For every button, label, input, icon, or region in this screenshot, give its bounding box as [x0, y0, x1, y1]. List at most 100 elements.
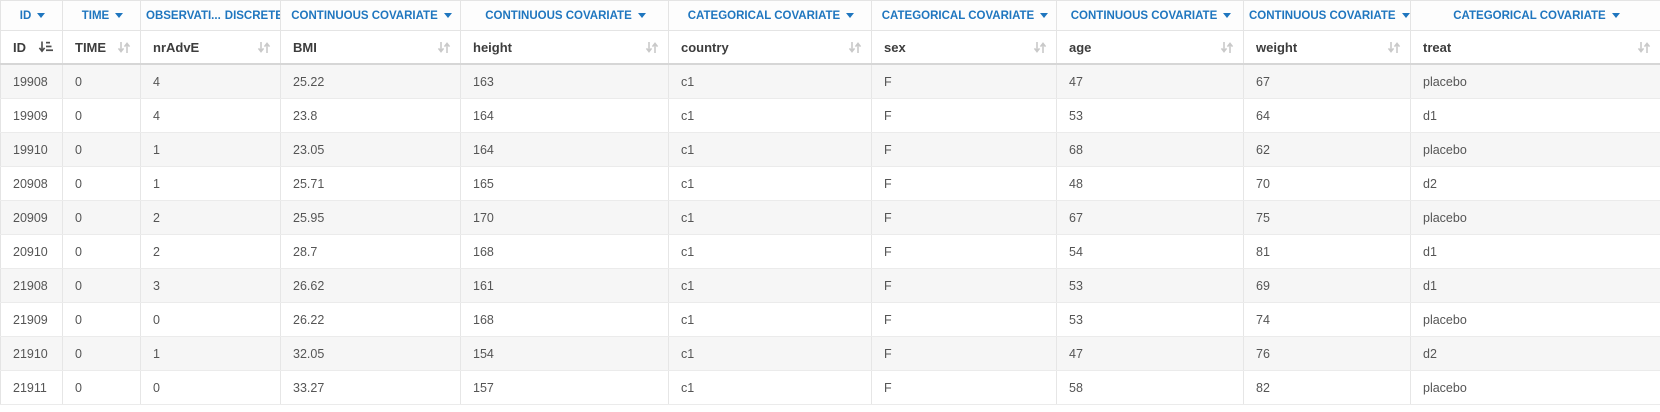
table-row: 19909 0 4 23.8 164 c1 F 53 64 d1	[0, 98, 1660, 133]
column-type-selector-height[interactable]: CONTINUOUS COVARIATE	[460, 0, 669, 31]
table-cell-height: 163	[460, 64, 669, 99]
table-cell-weight: 64	[1243, 98, 1411, 133]
table-cell-sex: F	[871, 370, 1057, 405]
table-cell-time: 0	[62, 370, 141, 405]
column-name-label: age	[1069, 39, 1092, 55]
table-cell-bmi: 25.95	[280, 200, 461, 235]
chevron-down-icon	[443, 12, 452, 18]
column-type-selector-bmi[interactable]: CONTINUOUS COVARIATE	[280, 0, 461, 31]
sort-arrows-icon[interactable]	[848, 41, 862, 54]
column-type-selector-nradve[interactable]: OBSERVATI... DISCRETE	[140, 0, 281, 31]
column-type-label: CATEGORICAL COVARIATE	[1453, 9, 1606, 22]
table-cell-time: 0	[62, 268, 141, 303]
sort-arrows-icon[interactable]	[257, 41, 271, 54]
column-name-label: country	[681, 39, 729, 55]
column-name-label: treat	[1423, 39, 1452, 55]
table-cell-country: c1	[668, 336, 872, 371]
table-cell-id: 19908	[0, 64, 63, 99]
table-cell-country: c1	[668, 200, 872, 235]
column-header-bmi[interactable]: BMI	[280, 30, 461, 65]
table-cell-age: 53	[1056, 98, 1244, 133]
sort-arrows-icon[interactable]	[1220, 41, 1234, 54]
column-header-time[interactable]: TIME	[62, 30, 141, 65]
table-cell-sex: F	[871, 64, 1057, 99]
column-header-id[interactable]: ID	[0, 30, 63, 65]
table-cell-height: 161	[460, 268, 669, 303]
table-cell-height: 164	[460, 132, 669, 167]
table-cell-nradve: 4	[140, 64, 281, 99]
column-type-selector-weight[interactable]: CONTINUOUS COVARIATE	[1243, 0, 1411, 31]
table-cell-id: 19910	[0, 132, 63, 167]
table-cell-id: 21909	[0, 302, 63, 337]
table-cell-nradve: 0	[140, 302, 281, 337]
table-cell-weight: 70	[1243, 166, 1411, 201]
table-cell-sex: F	[871, 336, 1057, 371]
sort-arrows-icon[interactable]	[1387, 41, 1401, 54]
table-cell-sex: F	[871, 166, 1057, 201]
sort-arrows-icon[interactable]	[437, 41, 451, 54]
table-row: 19910 0 1 23.05 164 c1 F 68 62 placebo	[0, 132, 1660, 167]
table-cell-country: c1	[668, 234, 872, 269]
table-cell-country: c1	[668, 98, 872, 133]
column-header-sex[interactable]: sex	[871, 30, 1057, 65]
table-cell-weight: 69	[1243, 268, 1411, 303]
column-type-row: ID TIME OBSERVATI... DISCRETE CONTINUOUS COV…	[0, 0, 1660, 31]
column-type-selector-country[interactable]: CATEGORICAL COVARIATE	[668, 0, 872, 31]
table-cell-bmi: 26.62	[280, 268, 461, 303]
column-header-treat[interactable]: treat	[1410, 30, 1660, 65]
chevron-down-icon	[1040, 12, 1049, 18]
column-type-selector-time[interactable]: TIME	[62, 0, 141, 31]
table-cell-nradve: 2	[140, 234, 281, 269]
table-cell-treat: d2	[1410, 166, 1660, 201]
sort-arrows-icon[interactable]	[1033, 41, 1047, 54]
table-cell-nradve: 0	[140, 370, 281, 405]
table-cell-id: 20910	[0, 234, 63, 269]
column-type-label: DISCRETE	[224, 9, 281, 22]
table-cell-country: c1	[668, 268, 872, 303]
table-cell-nradve: 1	[140, 132, 281, 167]
table-cell-nradve: 2	[140, 200, 281, 235]
table-cell-weight: 62	[1243, 132, 1411, 167]
chevron-down-icon	[1611, 12, 1620, 18]
table-cell-age: 47	[1056, 336, 1244, 371]
table-cell-bmi: 33.27	[280, 370, 461, 405]
table-row: 21908 0 3 26.62 161 c1 F 53 69 d1	[0, 268, 1660, 303]
table-cell-country: c1	[668, 132, 872, 167]
column-type-selector-sex[interactable]: CATEGORICAL COVARIATE	[871, 0, 1057, 31]
table-cell-height: 168	[460, 302, 669, 337]
column-name-label: BMI	[293, 39, 317, 55]
table-cell-age: 67	[1056, 200, 1244, 235]
table-cell-age: 53	[1056, 268, 1244, 303]
table-cell-treat: d1	[1410, 98, 1660, 133]
sort-amount-asc-icon[interactable]	[38, 41, 53, 53]
sort-arrows-icon[interactable]	[117, 41, 131, 54]
table-body: 19908 0 4 25.22 163 c1 F 47 67 placebo 19909 0 4 23.8…	[0, 64, 1660, 405]
column-header-weight[interactable]: weight	[1243, 30, 1411, 65]
table-cell-weight: 75	[1243, 200, 1411, 235]
table-cell-bmi: 25.71	[280, 166, 461, 201]
table-cell-sex: F	[871, 200, 1057, 235]
table-cell-id: 20908	[0, 166, 63, 201]
table-cell-sex: F	[871, 132, 1057, 167]
column-name-label: TIME	[75, 39, 107, 55]
table-cell-height: 168	[460, 234, 669, 269]
table-cell-bmi: 23.8	[280, 98, 461, 133]
column-header-nradve[interactable]: nrAdvE	[140, 30, 281, 65]
column-type-selector-treat[interactable]: CATEGORICAL COVARIATE	[1410, 0, 1660, 31]
column-type-selector-id[interactable]: ID	[0, 0, 63, 31]
column-header-height[interactable]: height	[460, 30, 669, 65]
sort-arrows-icon[interactable]	[1637, 41, 1651, 54]
column-header-row: ID TIME nrAdvE BMI height country sex age weight…	[0, 30, 1660, 65]
chevron-down-icon	[115, 12, 124, 18]
table-cell-country: c1	[668, 64, 872, 99]
table-cell-time: 0	[62, 336, 141, 371]
table-cell-height: 170	[460, 200, 669, 235]
sort-arrows-icon[interactable]	[645, 41, 659, 54]
column-type-label: ID	[19, 9, 32, 22]
column-header-age[interactable]: age	[1056, 30, 1244, 65]
table-cell-treat: d2	[1410, 336, 1660, 371]
chevron-down-icon	[1223, 12, 1232, 18]
table-cell-country: c1	[668, 166, 872, 201]
column-header-country[interactable]: country	[668, 30, 872, 65]
column-type-selector-age[interactable]: CONTINUOUS COVARIATE	[1056, 0, 1244, 31]
